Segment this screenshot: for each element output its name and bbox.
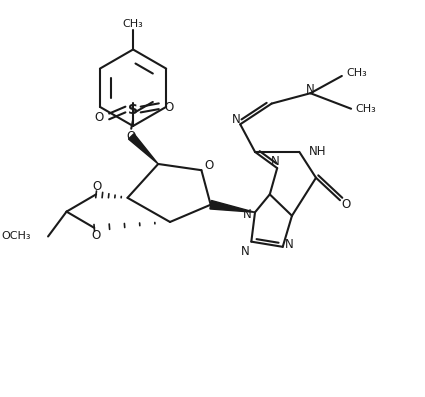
Text: S: S <box>128 104 138 118</box>
Text: N: N <box>243 208 252 221</box>
Text: N: N <box>271 155 280 168</box>
Text: N: N <box>232 113 241 126</box>
Polygon shape <box>210 200 255 212</box>
Text: N: N <box>241 245 250 258</box>
Text: CH₃: CH₃ <box>347 68 367 78</box>
Text: OCH₃: OCH₃ <box>1 231 31 241</box>
Text: CH₃: CH₃ <box>123 19 143 29</box>
Text: O: O <box>92 180 102 193</box>
Text: N: N <box>306 83 315 96</box>
Text: N: N <box>285 239 294 251</box>
Text: O: O <box>341 198 350 210</box>
Text: O: O <box>127 130 136 143</box>
Text: CH₃: CH₃ <box>356 104 377 114</box>
Text: O: O <box>94 111 103 124</box>
Text: O: O <box>165 101 174 114</box>
Text: O: O <box>91 229 101 242</box>
Polygon shape <box>128 134 158 164</box>
Text: O: O <box>204 159 214 172</box>
Text: NH: NH <box>309 145 326 158</box>
